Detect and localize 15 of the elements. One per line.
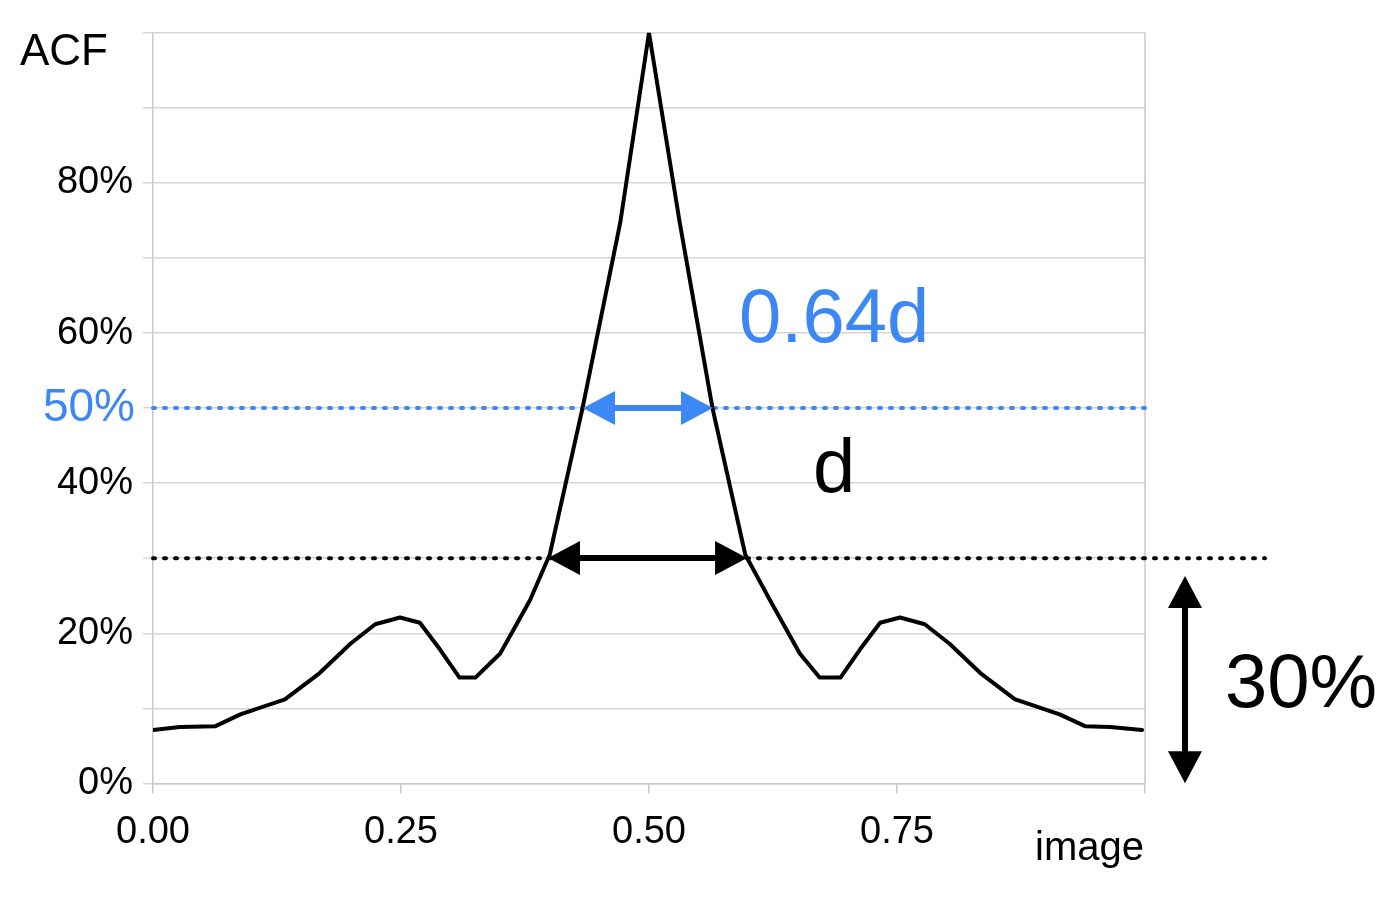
y-tick-label: 40% <box>56 459 133 502</box>
y-tick-label: 60% <box>56 309 133 352</box>
y-tick-label: 20% <box>56 609 133 652</box>
y-tick-label: 80% <box>56 159 133 202</box>
annotation: d <box>813 423 856 509</box>
x-axis-title: image <box>1035 824 1144 869</box>
y-axis-title: ACF <box>20 24 108 74</box>
ref-line-label: 50% <box>42 378 135 431</box>
annotation: 0.64d <box>739 273 930 359</box>
x-tick-label: 0.00 <box>116 808 190 851</box>
x-tick-label: 0.75 <box>860 808 934 851</box>
x-tick-label: 0.50 <box>612 808 686 851</box>
text: 30% <box>1225 637 1378 723</box>
x-tick-label: 0.25 <box>364 808 438 851</box>
y-tick-label: 0% <box>78 759 133 802</box>
